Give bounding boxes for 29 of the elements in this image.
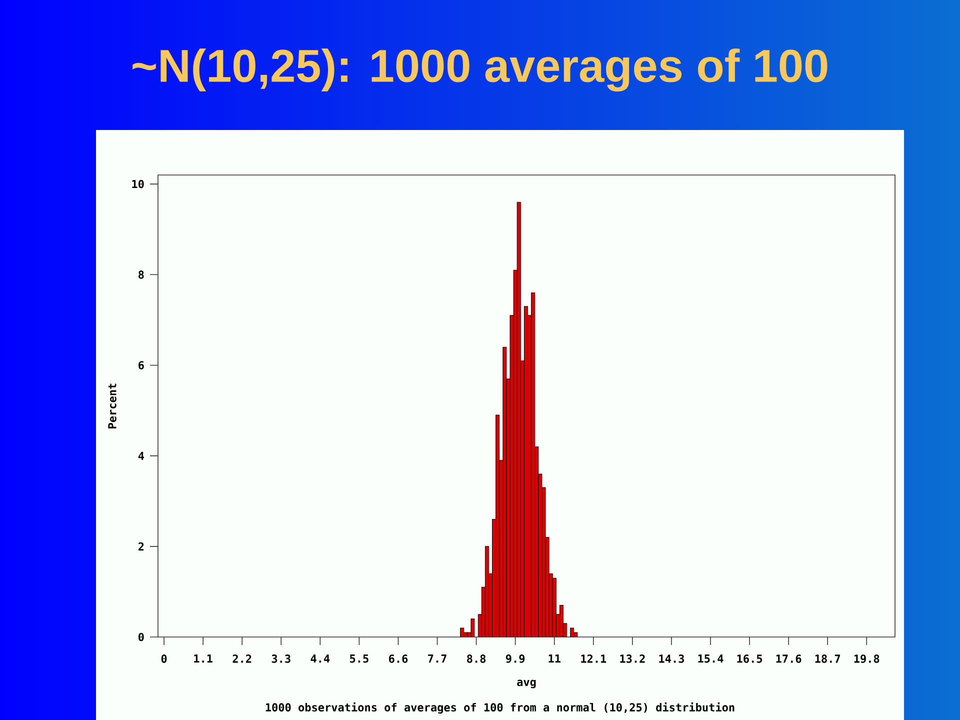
x-tick-label: 6.6 bbox=[389, 654, 408, 663]
text: 1000 observations of averages of 100 from a normal (10,25) distribution bbox=[266, 702, 734, 714]
x-tick-label: 19.8 bbox=[854, 654, 880, 663]
x-tick-label: 8.8 bbox=[467, 654, 486, 663]
x-tick-label: 9.9 bbox=[506, 654, 525, 663]
y-tick-label: 10 bbox=[132, 180, 144, 188]
x-tick-label: 4.4 bbox=[310, 654, 330, 663]
x-tick-label: 5.5 bbox=[350, 654, 368, 663]
x-tick-label: 12.1 bbox=[581, 654, 606, 663]
x-tick-label: 15.4 bbox=[698, 654, 724, 663]
y-tick-label: 0 bbox=[138, 632, 144, 642]
x-tick-label: 16.5 bbox=[737, 654, 762, 663]
y-axis-title: Percent bbox=[108, 384, 116, 428]
y-tick-label: 4 bbox=[138, 452, 144, 460]
x-tick-label: 3.3 bbox=[272, 654, 290, 663]
x-tick-label: 1.1 bbox=[194, 654, 212, 663]
x-tick-label: 2.2 bbox=[232, 654, 252, 663]
x-tick-label: 13.2 bbox=[620, 654, 645, 663]
x-tick-label: 0 bbox=[161, 654, 167, 663]
chart-title: ~N(10,25): 1000 averages of 100 bbox=[132, 48, 828, 92]
x-tick-label: 11 bbox=[548, 654, 560, 663]
y-tick-label: 8 bbox=[138, 270, 144, 279]
x-tick-label: 7.7 bbox=[428, 654, 446, 663]
x-tick-label: 14.3 bbox=[659, 654, 684, 663]
x-tick-label: 17.6 bbox=[776, 654, 802, 663]
y-tick-label: 2 bbox=[138, 542, 144, 550]
x-axis-title: avg bbox=[517, 680, 536, 688]
x-tick-label: 18.7 bbox=[815, 654, 840, 663]
y-tick-label: 6 bbox=[138, 361, 144, 370]
